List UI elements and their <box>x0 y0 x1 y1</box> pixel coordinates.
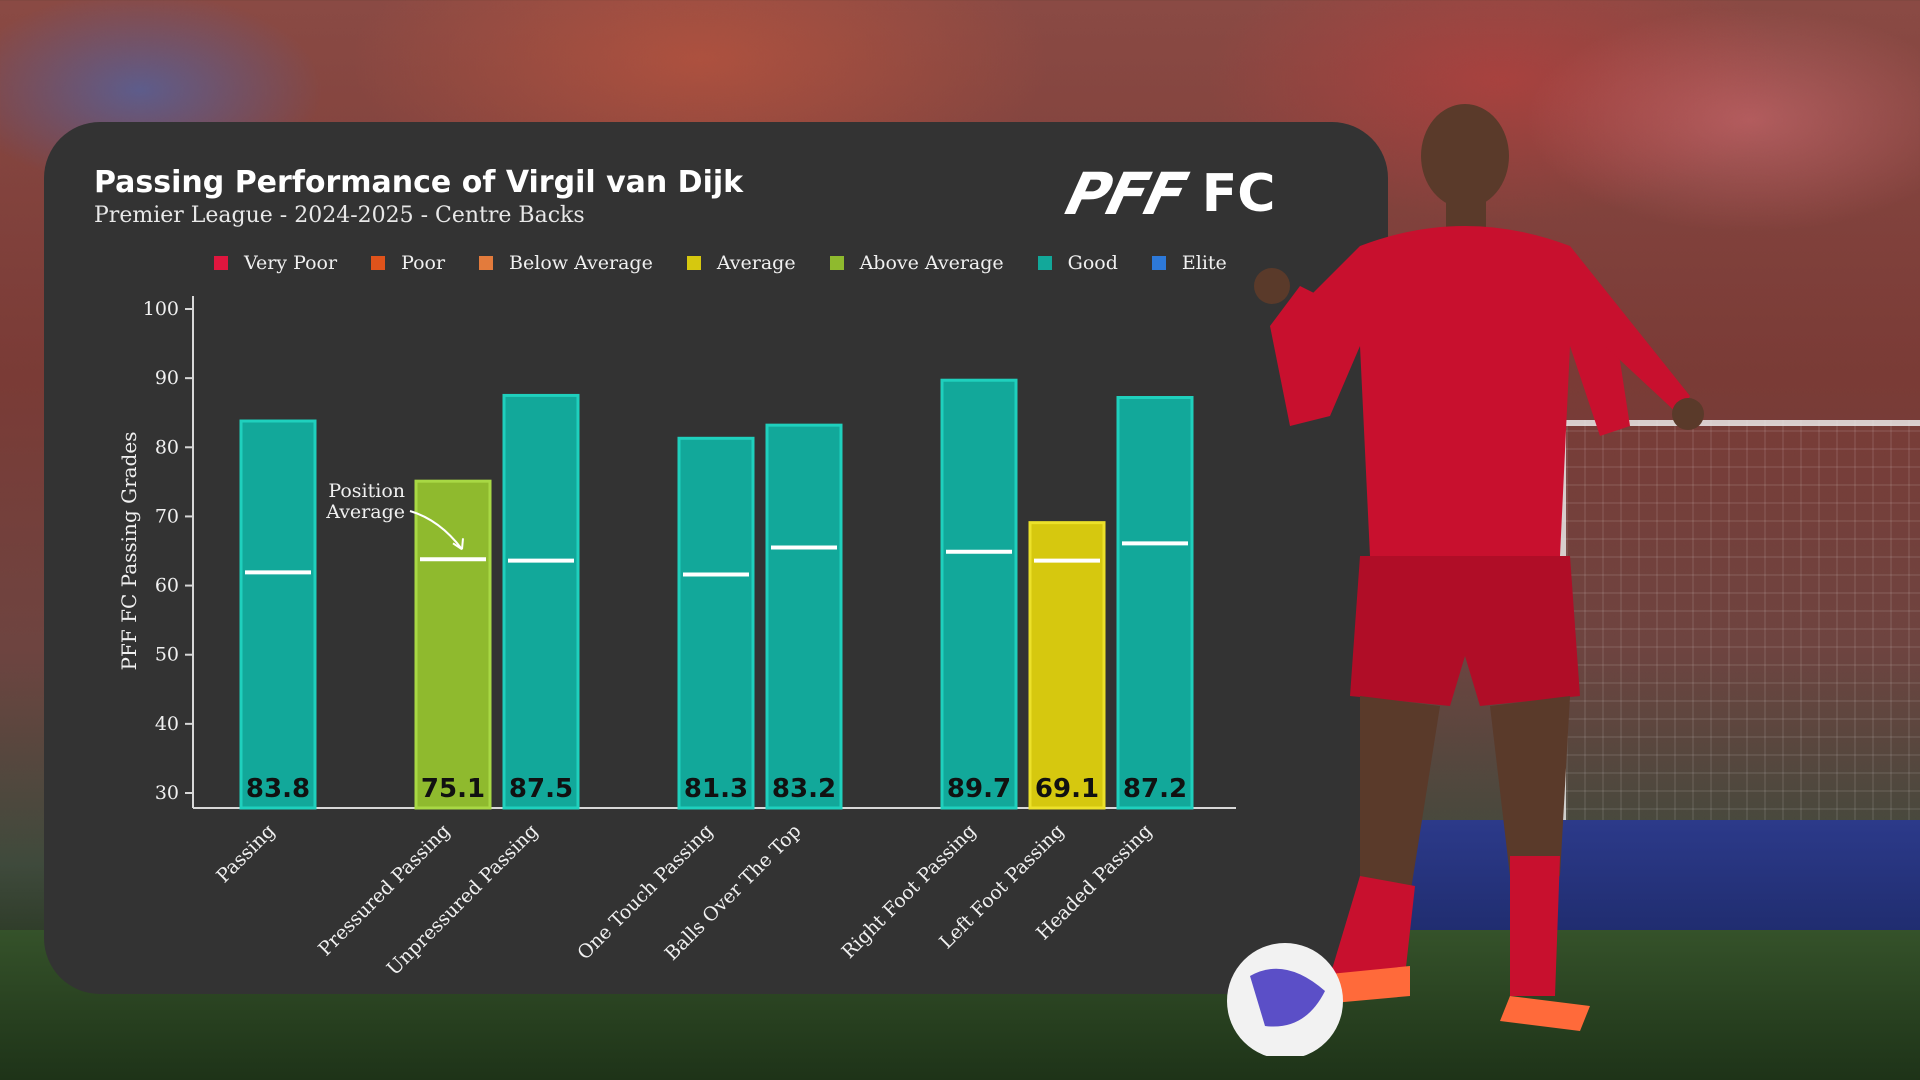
annotation-arrow <box>409 510 463 550</box>
legend-swatch <box>1037 256 1052 270</box>
y-tick-label: 90 <box>155 367 179 389</box>
annotation-text: Average <box>325 501 405 523</box>
y-tick-label: 60 <box>155 575 179 597</box>
y-tick-label: 40 <box>155 713 179 735</box>
legend-item-good: Good <box>1037 252 1118 274</box>
annotation-arrowhead <box>452 538 464 551</box>
legend-label: Above Average <box>859 252 1004 274</box>
legend-label: Very Poor <box>244 252 338 274</box>
bar <box>1116 396 1194 810</box>
chart-title: Passing Performance of Virgil van Dijk <box>94 165 744 200</box>
x-tick-label: Passing <box>212 820 279 887</box>
legend-swatch <box>214 256 228 270</box>
bar <box>940 378 1018 810</box>
legend-item-elite: Elite <box>1151 252 1227 274</box>
bar <box>1028 521 1106 810</box>
legend-label: Elite <box>1181 252 1227 274</box>
y-tick-label: 30 <box>155 782 179 804</box>
legend-label: Poor <box>401 252 446 274</box>
bar-value-label: 83.8 <box>246 774 310 804</box>
y-axis-label: PFF FC Passing Grades <box>117 432 141 671</box>
y-tick-label: 50 <box>155 644 179 666</box>
legend-label: Below Average <box>509 252 653 274</box>
legend-label: Average <box>716 252 796 274</box>
legend-item-below-average: Below Average <box>479 252 653 274</box>
legend-item-very-poor: Very Poor <box>214 252 337 274</box>
bar-value-label: 81.3 <box>684 774 748 804</box>
bar-value-label: 83.2 <box>772 774 836 804</box>
x-tick-label: Unpressured Passing <box>383 820 543 980</box>
bar-value-label: 75.1 <box>421 774 485 804</box>
legend: Very Poor Poor Below Average Average Abo… <box>214 252 1261 274</box>
legend-item-above-average: Above Average <box>829 252 1004 274</box>
legend-swatch <box>829 256 844 270</box>
bar-value-label: 87.5 <box>509 774 573 804</box>
bar-value-label: 69.1 <box>1035 774 1099 804</box>
y-tick-label: 70 <box>155 505 179 527</box>
y-tick-label: 100 <box>143 298 179 320</box>
bar <box>502 393 580 810</box>
bar-value-label: 89.7 <box>947 774 1011 804</box>
legend-label: Good <box>1067 252 1118 274</box>
legend-swatch <box>1151 256 1166 270</box>
background-goal-net <box>1560 420 1920 846</box>
fc-logo-text: FC <box>1201 164 1276 224</box>
legend-swatch <box>686 256 701 270</box>
football <box>1227 943 1343 1056</box>
bar <box>239 419 317 810</box>
legend-swatch <box>479 256 494 270</box>
pff-fc-logo: PFF FC <box>1060 160 1276 228</box>
legend-item-average: Average <box>686 252 796 274</box>
bar <box>677 436 755 810</box>
y-tick-label: 80 <box>155 436 179 458</box>
chart-subtitle: Premier League - 2024-2025 - Centre Back… <box>94 203 585 228</box>
background-ad-boards <box>1360 820 1920 940</box>
legend-swatch <box>371 256 386 270</box>
player-figure <box>1254 104 1704 1031</box>
bar <box>414 479 492 810</box>
bar-value-label: 87.2 <box>1123 774 1187 804</box>
bar <box>765 423 843 810</box>
legend-item-poor: Poor <box>371 252 445 274</box>
player-photo <box>1227 104 1704 1056</box>
annotation-text: Position <box>328 480 405 502</box>
